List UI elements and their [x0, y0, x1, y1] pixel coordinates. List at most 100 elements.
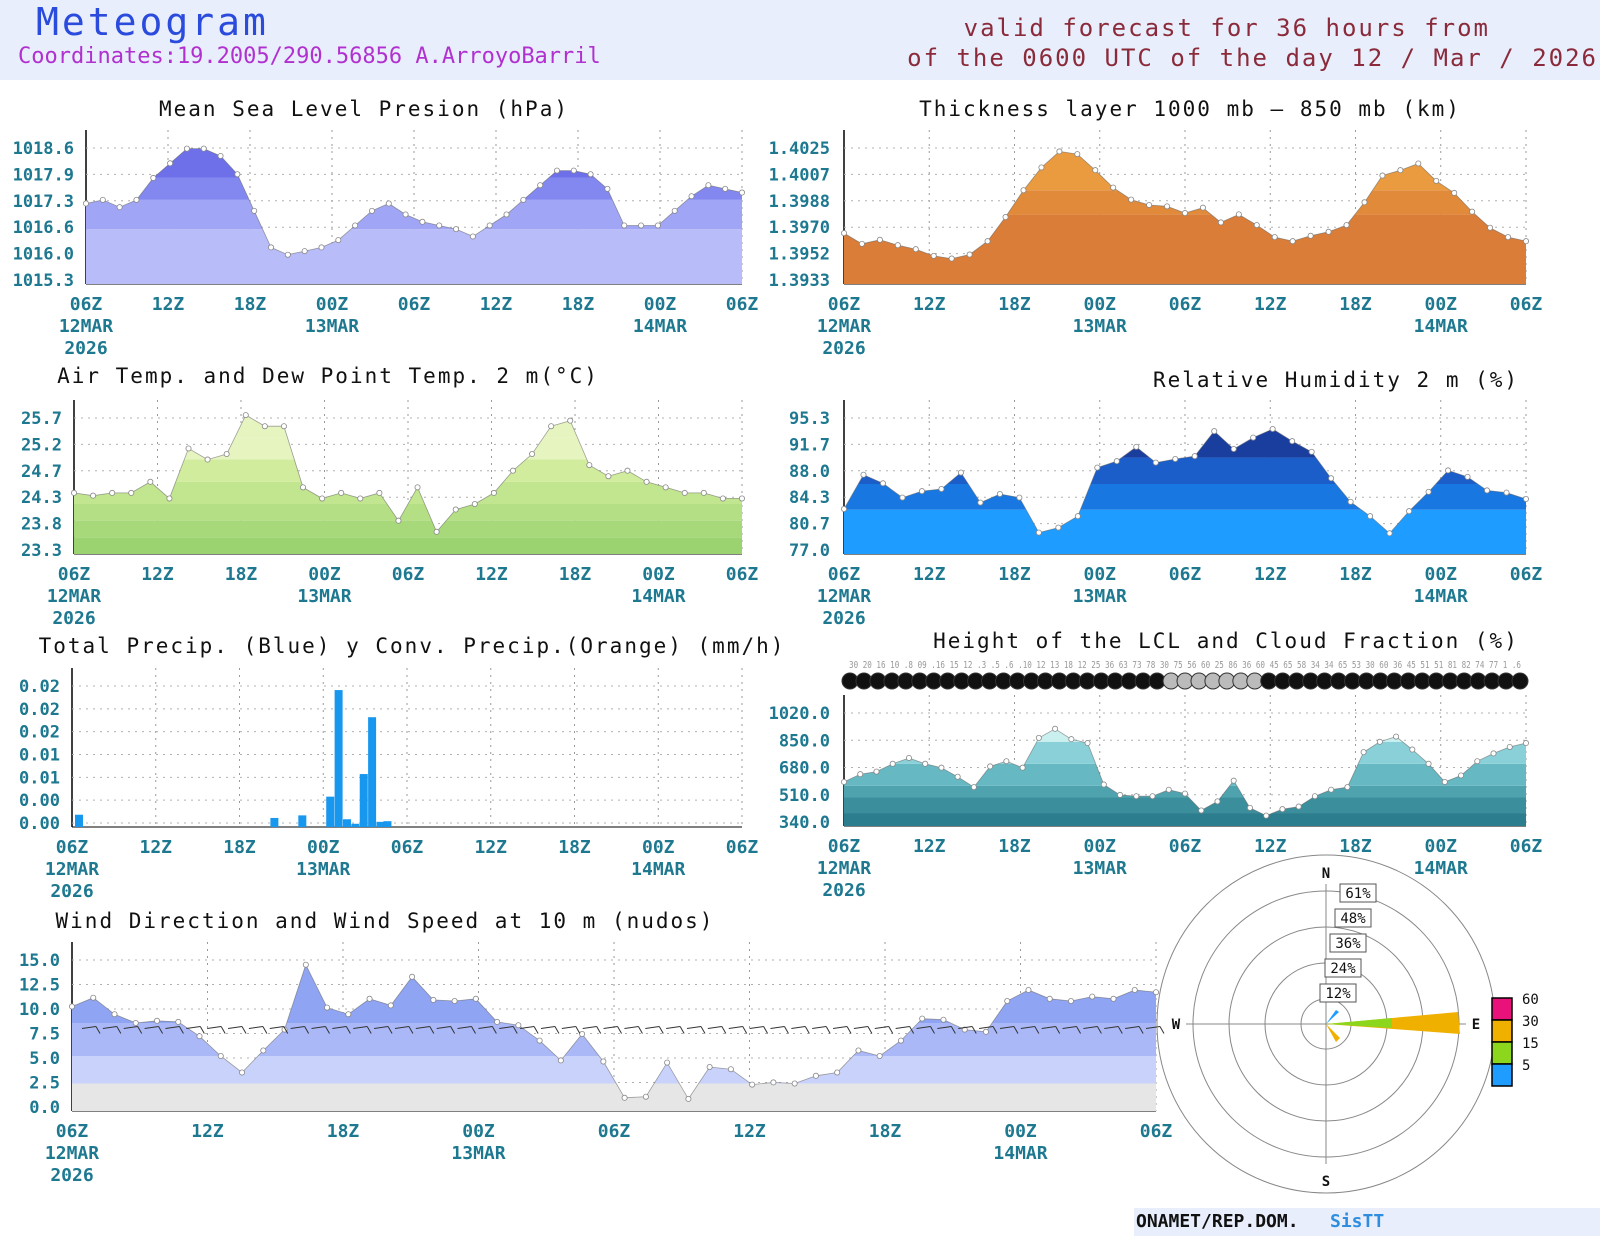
thickness-point [966, 251, 973, 258]
thickness-point [930, 252, 937, 259]
wind-point [132, 1020, 139, 1027]
thickness-point [1038, 164, 1045, 171]
wind-barb-flag [1096, 1026, 1102, 1034]
thickness-point [1235, 211, 1242, 218]
rose-legend-label: 5 [1522, 1058, 1530, 1074]
thickness-x-tick-label: 00Z [1424, 294, 1457, 315]
lcl-point [1311, 793, 1318, 800]
thickness-date-label: 12MAR [817, 316, 871, 337]
cloud-fraction-values: 30 20 16 10 .8 09 .16 15 12 .3 .5 .6 .10… [849, 660, 1521, 671]
wind-barb-flag [554, 1026, 560, 1034]
wind-barb [269, 1026, 284, 1029]
wind-point [812, 1072, 819, 1079]
temp-band [74, 537, 742, 554]
thickness-point [1182, 210, 1189, 217]
wind-barb [603, 1026, 618, 1029]
wind-barb [499, 1026, 514, 1029]
wind-barb-flag [992, 1026, 998, 1034]
wind-barb [999, 1026, 1015, 1029]
mslp-y-tick-label: 1018.6 [13, 139, 74, 159]
footer: ONAMET/REP.DOM. SisTT [1134, 1208, 1600, 1236]
wind-barb [1041, 1026, 1056, 1029]
mslp-y-tick-label: 1017.3 [13, 192, 74, 212]
mslp-x-tick-label: 06Z [70, 294, 103, 315]
wind-barb-flag [220, 1026, 226, 1034]
wind-barb-flag [366, 1026, 372, 1034]
thickness-y-tick-label: 1.3988 [769, 192, 830, 212]
rh-point [1445, 467, 1452, 474]
thickness-x-tick-label: 00Z [1083, 294, 1116, 315]
wind-point [1025, 987, 1032, 994]
temp-point [490, 489, 497, 496]
wind-y-tick-label: 10.0 [19, 1000, 60, 1020]
wind-barb [561, 1026, 576, 1029]
footer-org: ONAMET/REP.DOM. [1136, 1211, 1299, 1232]
rose-ring-label: 24% [1330, 961, 1356, 977]
rh-point [1113, 458, 1120, 465]
rh-point [1308, 448, 1315, 455]
wind-x-tick-label: 00Z [1004, 1121, 1037, 1142]
rh-y-tick-label: 91.7 [789, 435, 830, 455]
wind-barb [1020, 1026, 1035, 1029]
temp-x-tick-label: 00Z [642, 564, 675, 585]
lcl-point [905, 754, 912, 761]
wind-barb-flag [345, 1026, 351, 1034]
temp-point [185, 445, 192, 452]
wind-barb [874, 1026, 889, 1029]
wind-point [90, 994, 97, 1001]
temp-y-tick-label: 23.8 [21, 515, 62, 535]
temp-band [74, 504, 742, 521]
wind-point [664, 1059, 671, 1066]
thickness-x-tick-label: 18Z [998, 294, 1031, 315]
mslp-point [284, 251, 291, 258]
wind-point [982, 1028, 989, 1035]
wind-barb-flag [137, 1026, 143, 1034]
precip-x-tick-label: 12Z [139, 837, 172, 858]
mslp-point [722, 185, 729, 192]
precip-bar [298, 815, 307, 827]
precip-bar [270, 817, 279, 827]
wind-barb-flag [637, 1026, 643, 1034]
lcl-point [1474, 758, 1481, 765]
lcl-point [922, 760, 929, 767]
wind-point [217, 1053, 224, 1060]
wind-barb [770, 1026, 785, 1029]
lcl-date-label: 14MAR [1414, 858, 1468, 879]
temp-point [109, 489, 116, 496]
wind-barb-flag [158, 1026, 164, 1034]
temp-date-label: 12MAR [47, 586, 101, 607]
rose-ring-label-box [1339, 883, 1377, 903]
wind-barb-flag [846, 1026, 852, 1034]
rh-point [1035, 529, 1042, 536]
rh-x-tick-label: 00Z [1083, 564, 1116, 585]
wind-barb-flag [804, 1026, 810, 1034]
mslp-band [86, 177, 742, 200]
thickness-point [876, 236, 883, 243]
rh-x-tick-label: 18Z [998, 564, 1031, 585]
temp-point [509, 467, 516, 474]
precip-x-tick-label: 00Z [307, 837, 340, 858]
lcl-y-tick-label: 510.0 [779, 786, 830, 806]
rh-band [844, 457, 1526, 484]
wind-barb-flag [721, 1026, 727, 1034]
wind-point [834, 1069, 841, 1076]
rh-date-label: 2026 [822, 608, 865, 629]
lcl-point [857, 771, 864, 778]
mslp-point [217, 152, 224, 159]
wind-barb-flag [742, 1026, 748, 1034]
wind-barb [436, 1026, 451, 1029]
wind-barb-flag [888, 1026, 894, 1034]
wind-barb-flag [241, 1026, 247, 1034]
wind-barb [1125, 1026, 1140, 1029]
wind-date-label: 13MAR [451, 1143, 505, 1164]
coordinates-text: Coordinates:19.2005/290.56856 A.ArroyoBa… [18, 44, 601, 69]
temp-point [71, 489, 78, 496]
rh-point [1230, 445, 1237, 452]
rh-y-tick-label: 77.0 [789, 541, 830, 561]
lcl-date-label: 13MAR [1073, 858, 1127, 879]
lcl-point [1165, 786, 1172, 793]
wind-point [749, 1081, 756, 1088]
lcl-point [873, 768, 880, 775]
rh-point [841, 505, 848, 512]
mslp-point [688, 193, 695, 200]
